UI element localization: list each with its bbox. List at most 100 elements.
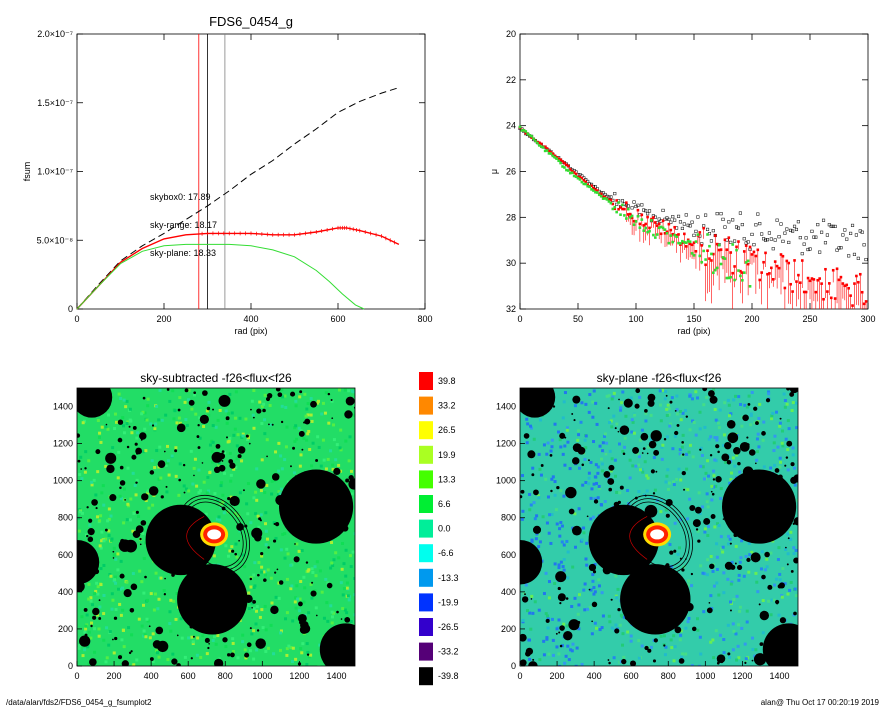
image-noise bbox=[566, 576, 570, 580]
plot2-point bbox=[825, 233, 829, 237]
mask-dot bbox=[790, 569, 794, 573]
image2-title: sky-subtracted -f26<flux<f26 bbox=[140, 371, 292, 385]
mask-dot bbox=[730, 564, 736, 570]
plot2-point bbox=[652, 216, 655, 219]
image-noise bbox=[596, 465, 600, 469]
plot2-point bbox=[646, 230, 649, 234]
image-noise bbox=[102, 503, 106, 507]
mask-dot bbox=[622, 452, 626, 456]
image-noise bbox=[667, 413, 671, 417]
plot2-point bbox=[609, 198, 613, 202]
image-noise bbox=[260, 565, 264, 569]
image-noise bbox=[110, 539, 114, 543]
aperture-ellipse bbox=[178, 494, 251, 574]
mask-dot bbox=[739, 441, 750, 452]
plot2-point bbox=[804, 290, 808, 294]
image-noise bbox=[293, 439, 297, 443]
image-noise bbox=[208, 443, 212, 447]
image-noise bbox=[223, 451, 227, 455]
mask-dot bbox=[119, 465, 124, 470]
image-noise bbox=[81, 421, 85, 425]
mask-dot bbox=[218, 394, 231, 407]
image-noise bbox=[690, 663, 694, 666]
plot2-point bbox=[719, 262, 723, 266]
plot2-point bbox=[795, 280, 798, 283]
image-noise bbox=[665, 407, 669, 411]
plot2-point bbox=[630, 216, 634, 220]
image-noise bbox=[789, 530, 793, 534]
mask-dot bbox=[98, 617, 102, 620]
image-noise bbox=[285, 425, 289, 429]
image-noise bbox=[591, 573, 595, 577]
image-noise bbox=[287, 644, 291, 648]
image-noise bbox=[528, 611, 532, 615]
image-noise bbox=[257, 561, 261, 565]
image-noise bbox=[765, 565, 769, 569]
plot1-ytick-label: 2.0×10⁻⁷ bbox=[37, 29, 73, 39]
image3-title: sky-plane -f26<flux<f26 bbox=[597, 371, 722, 385]
plot2-point bbox=[686, 238, 690, 242]
image-noise bbox=[702, 403, 706, 407]
image-noise bbox=[142, 591, 146, 595]
image-noise bbox=[141, 531, 145, 535]
plot2-point bbox=[731, 218, 735, 222]
mask-dot bbox=[141, 433, 146, 437]
image-noise bbox=[207, 489, 211, 493]
image-noise bbox=[332, 558, 336, 562]
image-noise bbox=[221, 500, 225, 504]
plot2-point bbox=[551, 154, 555, 158]
plot2-point bbox=[709, 239, 713, 243]
image-noise bbox=[157, 597, 161, 601]
mask-dot bbox=[591, 620, 593, 623]
mask-dot bbox=[304, 418, 311, 425]
image-noise bbox=[731, 456, 735, 460]
image-noise bbox=[289, 646, 293, 650]
mask-dot bbox=[197, 446, 201, 450]
image-noise bbox=[106, 519, 110, 523]
image-noise bbox=[320, 412, 324, 416]
image-noise bbox=[718, 633, 722, 637]
mask-dot bbox=[527, 450, 536, 459]
image-noise bbox=[135, 658, 139, 662]
plot2-point bbox=[692, 254, 696, 257]
plot2-point bbox=[737, 240, 740, 243]
image-noise bbox=[246, 438, 250, 442]
image-noise bbox=[309, 397, 313, 401]
image-noise bbox=[126, 502, 130, 506]
image-noise bbox=[549, 449, 553, 453]
image-noise bbox=[285, 577, 289, 581]
plot2-point bbox=[789, 228, 793, 232]
plot2-point bbox=[524, 130, 528, 133]
mask-dot bbox=[647, 648, 652, 653]
image-noise bbox=[568, 467, 572, 471]
plot1-ytick-label: 5.0×10⁻⁸ bbox=[37, 235, 74, 245]
image-noise bbox=[742, 574, 746, 578]
image-noise bbox=[576, 438, 580, 442]
image-noise bbox=[612, 391, 616, 395]
image-noise bbox=[117, 392, 121, 396]
image-noise bbox=[338, 446, 342, 450]
mask-dot bbox=[608, 487, 613, 492]
mask-dot bbox=[278, 580, 284, 585]
image-noise bbox=[80, 511, 84, 515]
image-noise bbox=[122, 424, 126, 428]
plot2-point bbox=[661, 219, 665, 222]
image-noise bbox=[740, 539, 744, 543]
image-noise bbox=[740, 424, 744, 428]
mask-dot bbox=[222, 637, 228, 643]
plot2-point bbox=[654, 236, 657, 239]
colorbar-label: -6.6 bbox=[438, 548, 454, 558]
mask-dot bbox=[759, 610, 770, 621]
plot2-point bbox=[802, 290, 806, 294]
image-noise bbox=[738, 560, 742, 564]
image-noise bbox=[308, 448, 312, 452]
mask-dot bbox=[141, 493, 149, 501]
mask-dot bbox=[134, 442, 138, 446]
plot2-point bbox=[833, 297, 837, 300]
image-noise bbox=[249, 585, 253, 589]
plot2-point bbox=[822, 297, 825, 301]
mask-dot bbox=[644, 409, 648, 413]
image-noise bbox=[546, 626, 550, 630]
plot2-point bbox=[545, 149, 549, 152]
mask-dot bbox=[142, 396, 146, 400]
